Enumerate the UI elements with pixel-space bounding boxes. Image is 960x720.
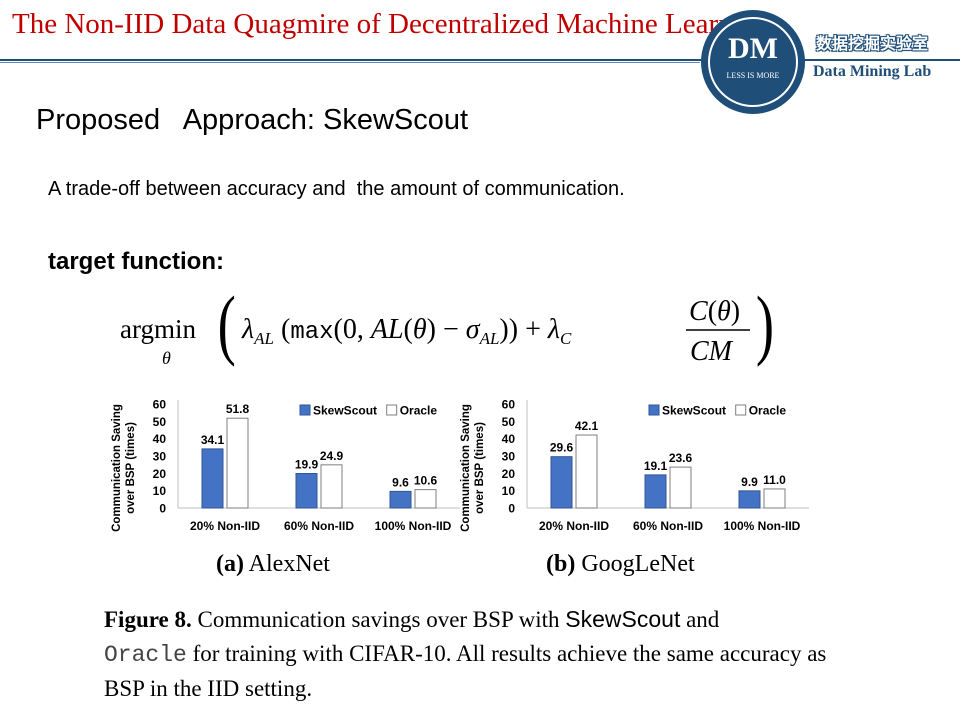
legend-label: Oracle xyxy=(749,404,787,418)
legend-swatch-oracle xyxy=(386,404,398,416)
bar-value-label: 9.9 xyxy=(741,475,758,489)
y-tick-label: 50 xyxy=(502,415,516,429)
bar-value-label: 24.9 xyxy=(320,449,344,463)
x-tick-label: 100% Non-IID xyxy=(724,519,801,533)
bar-skewscout xyxy=(389,490,412,509)
x-tick-label: 20% Non-IID xyxy=(190,519,260,533)
x-tick-label: 100% Non-IID xyxy=(375,519,452,533)
bar-value-label: 42.1 xyxy=(575,419,599,433)
chart-alexnet: Communication Saving over BSP (times) 0 10 2… xyxy=(111,398,460,533)
bar-value-label: 23.6 xyxy=(669,451,693,465)
lab-logo: DM LESS IS MORE xyxy=(701,10,805,114)
bar-oracle xyxy=(226,417,249,509)
y-tick-label: 10 xyxy=(153,484,167,498)
formula-right-paren: ) xyxy=(756,286,774,367)
logo-letters: DM xyxy=(728,32,778,65)
legend-swatch-skewscout xyxy=(299,404,311,416)
y-axis-title-line: over BSP (times) xyxy=(474,422,486,514)
legend-label: Oracle xyxy=(400,404,438,418)
lab-name-chinese: 数据挖掘实验室 xyxy=(816,34,929,53)
y-tick-label: 60 xyxy=(153,398,167,412)
logo-motto: LESS IS MORE xyxy=(727,71,780,80)
bar-value-label: 10.6 xyxy=(414,474,438,488)
caption-text-3: for training with CIFAR-10. All results … xyxy=(104,641,827,701)
chart-googlenet: Communication Saving over BSP (times) 0 10 2… xyxy=(460,398,809,533)
bar-value-label: 51.8 xyxy=(226,402,250,416)
caption-oracle: Oracle xyxy=(104,642,187,668)
y-tick-label: 0 xyxy=(159,502,166,516)
bar-value-label: 34.1 xyxy=(201,433,225,447)
formula-left-paren: ( xyxy=(218,286,236,367)
logo-outer-ring xyxy=(701,10,805,114)
bar-value-label: 9.6 xyxy=(392,475,409,489)
subcaption-alexnet-text: AlexNet xyxy=(248,551,330,577)
y-tick-label: 40 xyxy=(153,432,167,446)
y-tick-label: 0 xyxy=(508,502,515,516)
y-tick-label: 20 xyxy=(502,467,516,481)
legend-swatch-oracle xyxy=(735,404,747,416)
formula-argmin-variable: θ xyxy=(162,348,171,368)
header-divider-thin xyxy=(0,62,700,63)
y-tick-label: 30 xyxy=(153,450,167,464)
slide-subtitle: A trade-off between accuracy and the amo… xyxy=(48,178,625,200)
y-axis-title: Communication Saving over BSP (times) xyxy=(460,404,486,532)
y-axis-title-line: Communication Saving xyxy=(111,404,123,532)
y-axis-title-line: Communication Saving xyxy=(460,404,472,532)
bar-oracle xyxy=(669,466,692,509)
bar-skewscout xyxy=(738,490,761,509)
y-tick-label: 10 xyxy=(502,484,516,498)
bar-oracle xyxy=(763,488,786,509)
y-axis-title-line: over BSP (times) xyxy=(125,422,137,514)
section-title: Proposed Approach: SkewScout xyxy=(36,104,469,136)
subcaption-googlenet-text: GoogLeNet xyxy=(581,551,695,577)
caption-label: Figure 8. xyxy=(104,607,192,632)
y-tick-label: 60 xyxy=(502,398,516,412)
legend-label: SkewScout xyxy=(662,404,726,418)
bar-value-label: 29.6 xyxy=(550,441,574,455)
subcaption-alexnet-label: (a) xyxy=(216,551,244,577)
subcaption-googlenet: (b) GoogLeNet xyxy=(546,551,695,578)
bar-value-label: 19.9 xyxy=(295,458,319,472)
y-tick-label: 50 xyxy=(153,415,167,429)
y-tick-label: 40 xyxy=(502,432,516,446)
caption-skewscout: SkewScout xyxy=(565,606,681,632)
caption-text-1: Communication savings over BSP with xyxy=(191,607,566,632)
bar-oracle xyxy=(414,489,437,509)
lab-name-english: Data Mining Lab xyxy=(813,63,932,80)
target-function-formula: argmin θ ( λAL (max(0, AL(θ) − σAL)) + λ… xyxy=(120,286,774,368)
bar-value-label: 11.0 xyxy=(763,473,786,487)
bar-value-label: 19.1 xyxy=(644,459,668,473)
header-divider xyxy=(0,59,960,61)
formula-argmin: argmin xyxy=(120,314,196,344)
legend-label: SkewScout xyxy=(313,404,377,418)
x-tick-label: 20% Non-IID xyxy=(539,519,609,533)
logo-inner-ring xyxy=(708,17,798,107)
subcaption-googlenet-label: (b) xyxy=(546,551,576,577)
formula-numerator: C(θ) xyxy=(689,296,740,327)
bar-skewscout xyxy=(550,456,573,509)
y-tick-label: 30 xyxy=(502,450,516,464)
x-tick-label: 60% Non-IID xyxy=(284,519,354,533)
subcaption-alexnet: (a) AlexNet xyxy=(216,551,330,578)
x-tick-label: 60% Non-IID xyxy=(633,519,703,533)
bar-oracle xyxy=(320,464,343,509)
formula-denominator: CM xyxy=(690,336,734,367)
figure-caption: Figure 8. Communication savings over BSP… xyxy=(104,602,844,706)
y-axis-title: Communication Saving over BSP (times) xyxy=(111,404,137,532)
bar-skewscout xyxy=(644,474,667,509)
bar-skewscout xyxy=(201,448,224,509)
legend-swatch-skewscout xyxy=(648,404,660,416)
caption-text-2: and xyxy=(680,607,720,632)
target-function-label: target function: xyxy=(48,248,224,275)
bar-oracle xyxy=(575,434,598,509)
bar-skewscout xyxy=(295,473,318,509)
formula-body: λAL (max(0, AL(θ) − σAL)) + λC xyxy=(241,314,572,348)
slide-header-title: The Non-IID Data Quagmire of Decentraliz… xyxy=(12,8,770,40)
y-tick-label: 20 xyxy=(153,467,167,481)
